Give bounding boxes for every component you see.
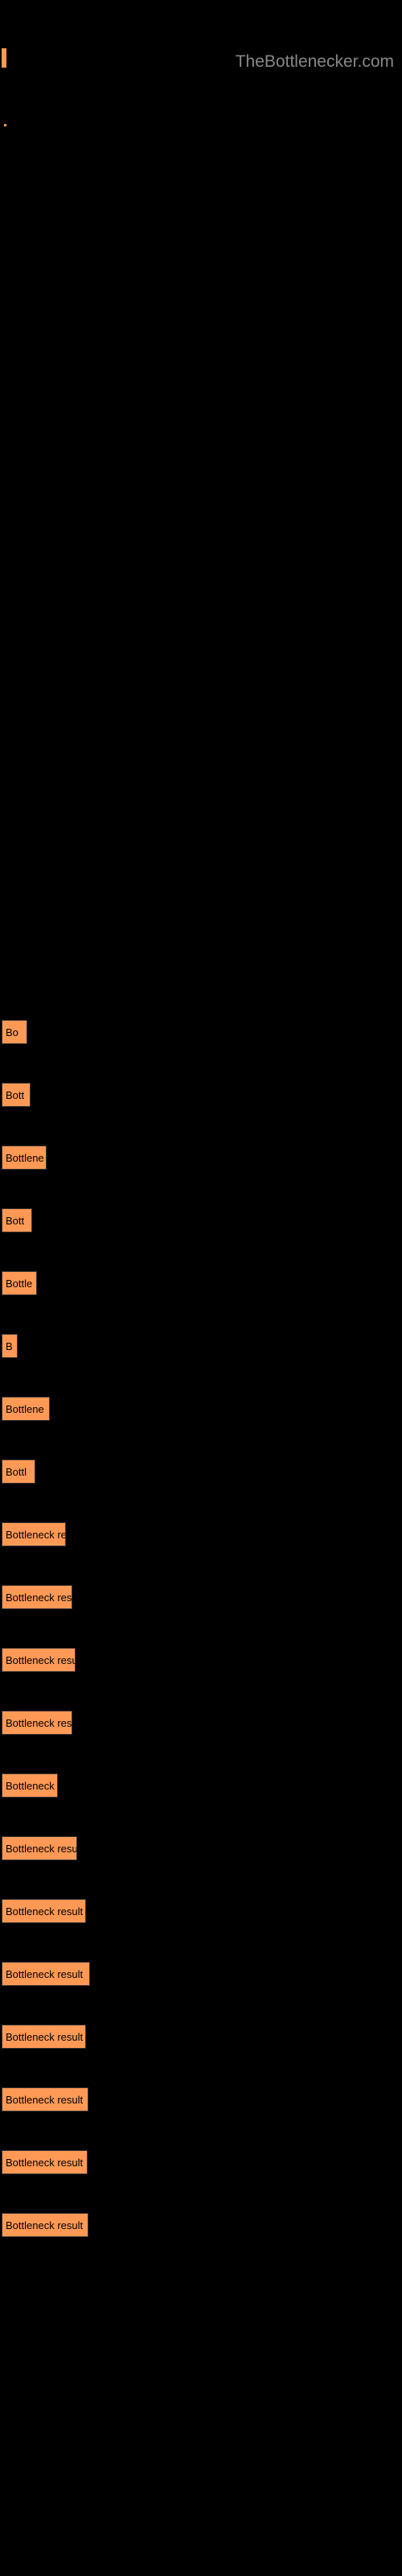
bottleneck-bar-9[interactable]: Bottleneck res — [2, 1585, 72, 1609]
bottleneck-bar-19[interactable]: Bottleneck result — [2, 2213, 88, 2237]
bottleneck-bar-5[interactable]: B — [2, 1334, 18, 1358]
watermark-text: TheBottlenecker.com — [236, 52, 394, 72]
bottleneck-bar-12[interactable]: Bottleneck — [2, 1773, 58, 1798]
bottleneck-bar-7[interactable]: Bottl — [2, 1459, 35, 1484]
bottleneck-bar-4[interactable]: Bottle — [2, 1271, 37, 1295]
top-accent-mark — [2, 48, 6, 68]
bottleneck-bar-15[interactable]: Bottleneck result — [2, 1962, 90, 1986]
bottleneck-bar-11[interactable]: Bottleneck res — [2, 1711, 72, 1735]
bottleneck-bar-14[interactable]: Bottleneck result — [2, 1899, 86, 1923]
bottleneck-bar-10[interactable]: Bottleneck resu — [2, 1648, 76, 1672]
bottleneck-bar-2[interactable]: Bottlene — [2, 1146, 47, 1170]
bottleneck-bar-8[interactable]: Bottleneck re — [2, 1522, 66, 1546]
bar-chart-container: Bo Bott Bottlene Bott Bottle B Bottlene Bottl Bo… — [0, 1020, 402, 2237]
bottleneck-bar-13[interactable]: Bottleneck resu — [2, 1836, 77, 1860]
bottleneck-bar-0[interactable]: Bo — [2, 1020, 27, 1044]
bottleneck-bar-1[interactable]: Bott — [2, 1083, 31, 1107]
bottleneck-bar-3[interactable]: Bott — [2, 1208, 32, 1232]
bottleneck-bar-6[interactable]: Bottlene — [2, 1397, 50, 1421]
bottleneck-bar-16[interactable]: Bottleneck result — [2, 2025, 86, 2049]
bottleneck-bar-17[interactable]: Bottleneck result — [2, 2087, 88, 2112]
small-accent-dot — [4, 124, 6, 126]
bottleneck-bar-18[interactable]: Bottleneck result — [2, 2150, 88, 2174]
